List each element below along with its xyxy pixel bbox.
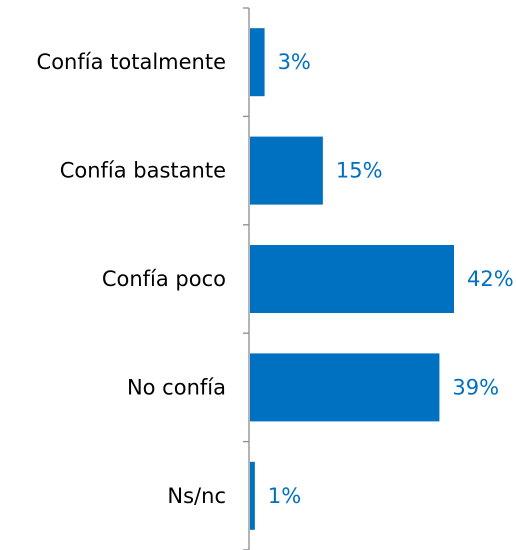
- category-label: Confía totalmente: [37, 50, 226, 74]
- bar: [250, 245, 454, 313]
- value-label: 42%: [467, 267, 514, 291]
- bar: [250, 353, 440, 422]
- category-label: No confía: [127, 375, 226, 399]
- axis-ticks: [243, 7, 249, 550]
- bar: [250, 28, 265, 97]
- category-labels: Confía totalmente Confía bastante Confía p…: [37, 50, 226, 508]
- value-label: 1%: [268, 484, 301, 508]
- value-labels: 3% 15% 42% 39% 1%: [268, 50, 514, 508]
- category-label: Ns/nc: [167, 484, 226, 508]
- bar: [250, 136, 323, 205]
- value-label: 15%: [336, 159, 383, 183]
- value-label: 39%: [452, 375, 499, 399]
- category-label: Confía bastante: [60, 159, 226, 183]
- category-label: Confía poco: [102, 267, 226, 291]
- bars-group: [250, 28, 454, 530]
- bar: [250, 461, 255, 530]
- value-label: 3%: [278, 50, 311, 74]
